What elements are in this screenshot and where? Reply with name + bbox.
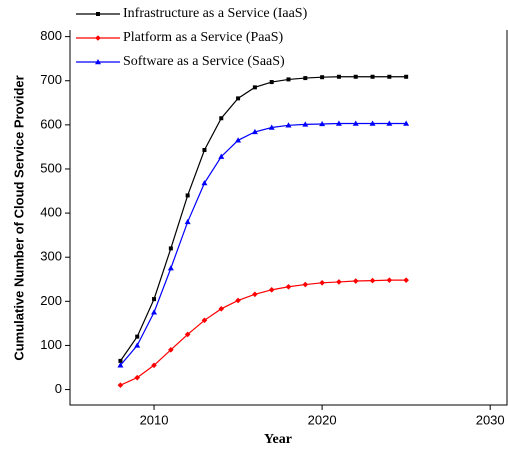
marker [387, 74, 392, 79]
y-axis-label: Cumulative Number of Cloud Service Provi… [11, 75, 26, 360]
marker [95, 59, 101, 65]
y-tick-label: 500 [40, 160, 62, 175]
marker [286, 77, 291, 82]
marker [302, 121, 309, 127]
marker [303, 76, 308, 81]
y-tick-label: 0 [55, 381, 62, 396]
marker [218, 153, 225, 159]
marker [404, 74, 409, 79]
marker [134, 342, 141, 348]
marker [151, 362, 157, 369]
legend-label: Platform as a Service (PaaS) [123, 30, 284, 45]
marker [117, 362, 124, 368]
marker [370, 74, 375, 79]
y-tick-label: 700 [40, 72, 62, 87]
marker [95, 35, 101, 41]
marker [151, 309, 158, 315]
x-tick-label: 2020 [308, 412, 337, 427]
marker [386, 120, 393, 126]
marker [352, 278, 359, 284]
marker [117, 382, 124, 388]
series-line [119, 76, 407, 362]
marker [135, 334, 140, 339]
marker [336, 279, 342, 285]
y-tick-label: 800 [40, 28, 62, 43]
marker [285, 122, 292, 128]
marker [319, 120, 326, 127]
marker [252, 291, 258, 298]
marker [285, 283, 292, 290]
x-axis-label: Year [264, 432, 292, 447]
plot-frame [69, 30, 508, 406]
marker [96, 12, 100, 16]
marker [369, 277, 376, 284]
x-tick-label: 2030 [476, 412, 505, 427]
marker [218, 306, 225, 312]
marker [219, 116, 224, 121]
marker [319, 279, 325, 286]
marker [336, 74, 341, 79]
marker [184, 331, 191, 338]
y-tick-label: 200 [40, 293, 62, 308]
marker [386, 277, 393, 283]
marker [403, 277, 409, 283]
y-tick-label: 300 [40, 249, 62, 264]
marker [185, 193, 190, 198]
marker [269, 80, 274, 85]
marker [201, 317, 208, 324]
y-tick-label: 100 [40, 337, 62, 352]
marker [235, 137, 242, 143]
marker [202, 148, 207, 152]
y-tick-label: 400 [40, 205, 62, 220]
x-tick-label: 2010 [140, 412, 169, 427]
marker [353, 74, 358, 79]
marker [268, 287, 275, 293]
marker [236, 96, 241, 101]
series-line [120, 279, 407, 386]
marker [268, 124, 275, 130]
marker [184, 218, 191, 225]
marker [235, 297, 241, 304]
legend-label: Software as a Service (SaaS) [123, 54, 285, 69]
marker [320, 75, 325, 80]
marker [335, 120, 342, 126]
marker [118, 358, 123, 363]
marker [152, 297, 157, 302]
marker [251, 128, 258, 135]
series-line [119, 122, 407, 366]
marker [167, 265, 174, 271]
y-tick-label: 600 [40, 116, 62, 131]
marker [168, 347, 174, 353]
marker [168, 246, 173, 251]
legend-label: Infrastructure as a Service (IaaS) [123, 6, 308, 21]
marker [369, 120, 376, 126]
marker [134, 374, 141, 381]
marker [201, 180, 208, 186]
marker [302, 281, 309, 288]
marker [403, 120, 410, 126]
marker [252, 85, 257, 90]
marker [352, 120, 359, 126]
